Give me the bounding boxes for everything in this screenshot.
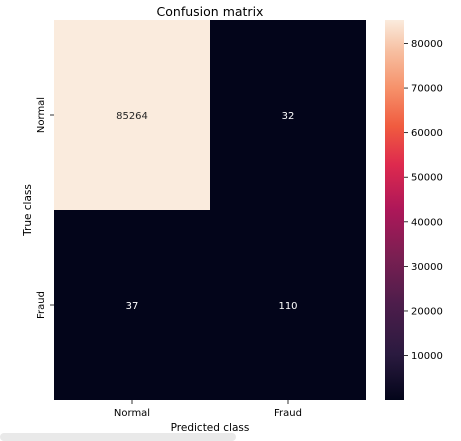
cell-value-label: 85264 bbox=[116, 111, 148, 122]
y-axis-ticks: Normal Fraud bbox=[36, 97, 54, 319]
colorbar-tick-label: 80000 bbox=[411, 39, 443, 50]
colorbar bbox=[385, 20, 404, 400]
chart-title: Confusion matrix bbox=[157, 4, 264, 19]
colorbar-tick-label: 10000 bbox=[411, 351, 443, 362]
colorbar-tick-label: 40000 bbox=[411, 217, 443, 228]
cell-value-label: 37 bbox=[126, 301, 139, 312]
y-tick-label: Fraud bbox=[36, 291, 47, 319]
x-tick-label: Normal bbox=[114, 408, 150, 419]
heatmap-cells bbox=[54, 20, 366, 400]
cell-value-label: 110 bbox=[278, 301, 297, 312]
cell-value-label: 32 bbox=[282, 111, 295, 122]
colorbar-ticks: 10000 20000 30000 40000 50000 60000 70000 80000 bbox=[404, 39, 443, 362]
heatmap-cell bbox=[210, 210, 366, 400]
colorbar-tick-label: 50000 bbox=[411, 173, 443, 184]
colorbar-tick-label: 70000 bbox=[411, 84, 443, 95]
horizontal-scrollbar[interactable] bbox=[0, 433, 236, 441]
heatmap-cell bbox=[54, 210, 210, 400]
x-axis-ticks: Normal Fraud bbox=[114, 400, 302, 419]
y-axis-label: True class bbox=[22, 184, 34, 237]
colorbar-tick-label: 30000 bbox=[411, 262, 443, 273]
heatmap-cell bbox=[54, 20, 210, 210]
y-tick-label: Normal bbox=[36, 97, 47, 133]
x-tick-label: Fraud bbox=[274, 408, 302, 419]
x-axis-label: Predicted class bbox=[171, 422, 250, 434]
colorbar-tick-label: 20000 bbox=[411, 306, 443, 317]
colorbar-tick-label: 60000 bbox=[411, 128, 443, 139]
heatmap-cell bbox=[210, 20, 366, 210]
heatmap-cell-labels: 85264 32 37 110 bbox=[116, 111, 297, 312]
